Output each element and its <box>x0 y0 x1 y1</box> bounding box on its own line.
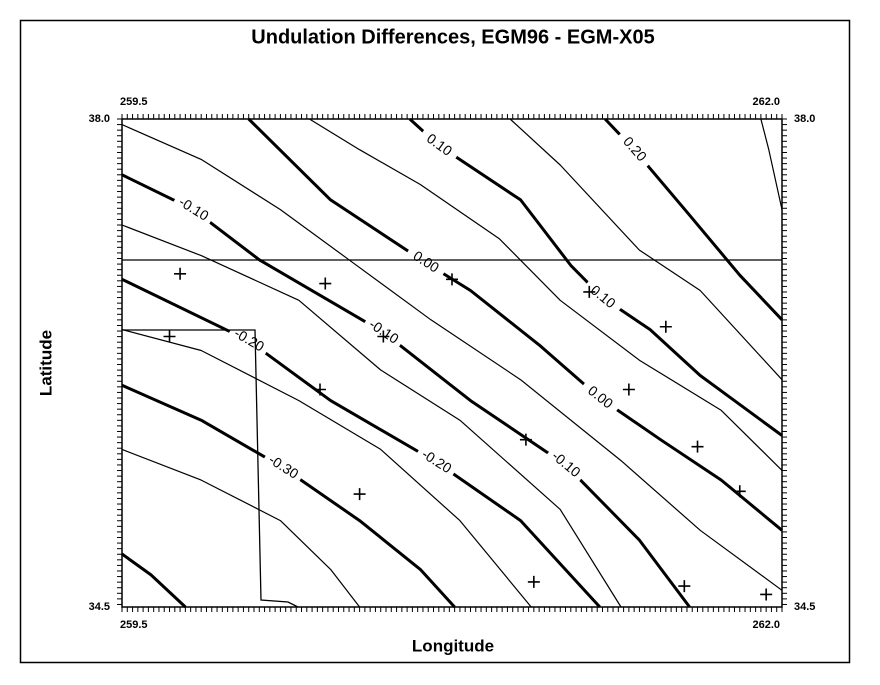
station-marker <box>678 580 691 593</box>
region-boundary <box>122 329 299 608</box>
station-marker <box>319 277 332 290</box>
x-tick-label: 259.5 <box>120 96 148 108</box>
contour-label-group: -0.10 <box>544 445 587 485</box>
station-marker <box>377 330 390 343</box>
station-marker <box>174 267 187 280</box>
contour-label-gap <box>261 449 306 486</box>
contour-line <box>121 448 361 608</box>
contour-line <box>121 277 601 609</box>
y-axis-label: Latitude <box>36 330 55 396</box>
station-marker <box>527 575 540 588</box>
contour-label-group: -0.20 <box>226 323 271 359</box>
contour-label-group: -0.20 <box>414 444 459 480</box>
contour-label-gap <box>226 323 271 359</box>
station-marker <box>519 433 532 446</box>
x-tick-label: 259.5 <box>120 619 148 631</box>
station-marker <box>733 485 746 498</box>
x-tick-label: 262.0 <box>752 619 780 631</box>
contour-line <box>309 118 783 471</box>
contour-label-group: 0.00 <box>578 378 622 418</box>
contour-label-gap <box>544 445 587 485</box>
contour-label-gap <box>403 244 448 281</box>
contour-line <box>121 224 622 608</box>
contour-label-gap <box>578 378 622 418</box>
chart-title: Undulation Differences, EGM96 - EGM-X05 <box>251 26 654 48</box>
contour-label-gap <box>171 191 216 228</box>
plot-frame <box>121 118 783 608</box>
contour-label-group: 0.20 <box>614 128 655 171</box>
contour-label-gap <box>614 128 655 171</box>
station-marker <box>583 285 596 298</box>
contour-line <box>121 124 783 591</box>
station-marker <box>622 383 635 396</box>
station-marker <box>163 330 176 343</box>
contour-label-group: 0.00 <box>403 244 448 281</box>
y-tick-label: 38.0 <box>794 113 815 125</box>
contour-line <box>247 117 783 532</box>
outer-border <box>19 19 851 664</box>
plot-area: 0.200.100.100.000.00-0.10-0.10-0.10-0.20… <box>117 114 787 612</box>
contour-line <box>509 118 783 381</box>
y-tick-label: 34.5 <box>89 601 110 613</box>
x-axis-label: Longitude <box>412 636 494 655</box>
y-tick-label: 34.5 <box>794 601 815 613</box>
contour-label-gap <box>417 126 461 165</box>
contour-label-group: -0.10 <box>171 191 216 228</box>
station-marker <box>353 488 366 501</box>
station-marker <box>314 383 326 396</box>
contour-line <box>121 328 532 608</box>
station-marker <box>446 273 458 286</box>
contour-label-group: 0.10 <box>581 278 624 317</box>
contour-label-group: 0.10 <box>417 126 461 165</box>
contour-line <box>121 383 456 609</box>
y-tick-label: 38.0 <box>89 113 110 125</box>
contour-label-gap <box>581 278 624 317</box>
contour-line <box>121 552 187 609</box>
contour-label-group: -0.30 <box>261 449 306 486</box>
contour-line <box>760 118 783 210</box>
station-marker <box>760 588 773 601</box>
x-tick-label: 262.0 <box>752 96 780 108</box>
station-marker <box>659 320 672 333</box>
station-marker <box>691 440 704 453</box>
contour-label-gap <box>414 444 459 480</box>
